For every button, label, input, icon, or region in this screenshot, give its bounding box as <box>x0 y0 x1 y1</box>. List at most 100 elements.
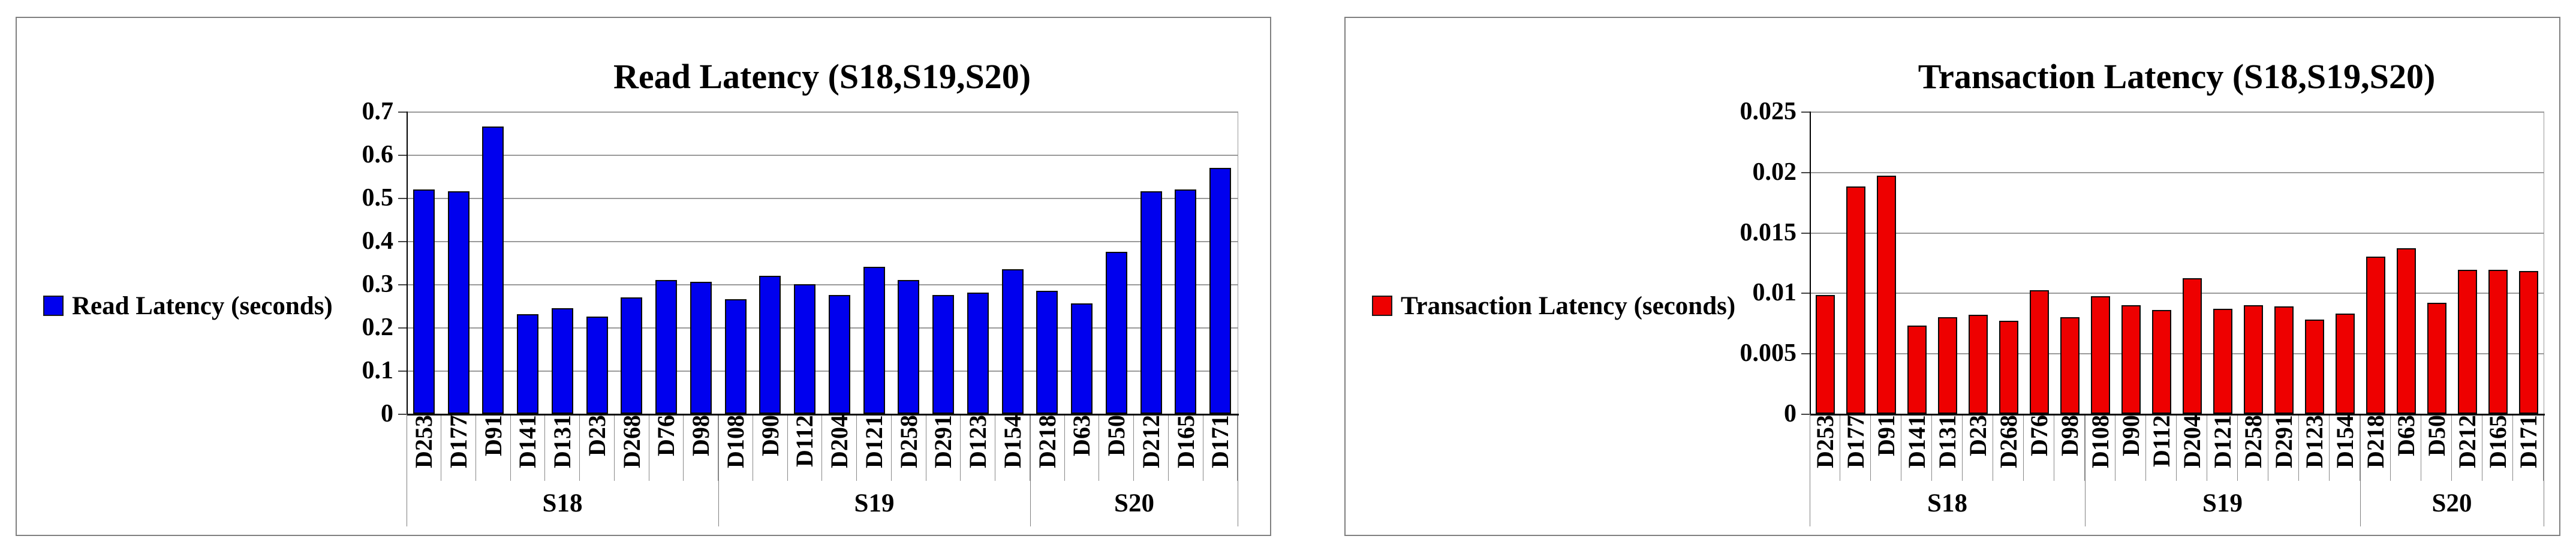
gridline <box>407 155 1238 156</box>
x-category-label: D291 <box>2270 415 2297 468</box>
x-category-label: D108 <box>2086 415 2114 468</box>
x-group-label-S19: S19 <box>854 489 895 517</box>
x-category-label: D63 <box>1068 415 1095 456</box>
chart-title: Transaction Latency (S18,S19,S20) <box>1918 57 2436 96</box>
bar-D268 <box>1999 321 2018 414</box>
gridline <box>407 198 1238 199</box>
bar-D258 <box>898 280 919 414</box>
bar-D141 <box>1907 326 1927 414</box>
bar-D50 <box>2427 303 2446 414</box>
x-category-label: D212 <box>2453 415 2481 468</box>
x-category-cell: D76 <box>649 415 684 481</box>
y-axis-tick <box>398 327 407 329</box>
y-axis-tick <box>398 198 407 199</box>
group-separator-line <box>2360 414 2361 526</box>
x-category-cell: D76 <box>2024 415 2054 481</box>
x-category-cell: D108 <box>718 415 753 481</box>
x-category-label: D112 <box>791 415 818 467</box>
x-category-label: D258 <box>2239 415 2267 468</box>
x-category-cell: D258 <box>892 415 926 481</box>
bar-D154 <box>2336 314 2355 414</box>
bar-D218 <box>2366 257 2385 414</box>
x-category-label: D50 <box>2422 415 2450 456</box>
x-category-label: D131 <box>1933 415 1961 468</box>
x-category-label: D171 <box>1206 415 1233 468</box>
bar-D91 <box>482 127 504 414</box>
x-category-label: D165 <box>1172 415 1199 468</box>
x-category-label: D204 <box>826 415 853 468</box>
x-category-label: D123 <box>964 415 991 468</box>
x-category-cell: D121 <box>857 415 892 481</box>
x-category-cell: D90 <box>2115 415 2146 481</box>
y-tick-label: 0.01 <box>1752 279 1797 306</box>
gridline <box>407 112 1238 113</box>
bar-D112 <box>2152 310 2171 414</box>
x-category-label: D268 <box>1994 415 2022 468</box>
x-category-cell: D91 <box>1871 415 1901 481</box>
x-group-label-S20: S20 <box>1114 489 1154 517</box>
bar-D98 <box>2060 317 2080 414</box>
x-category-label: D63 <box>2392 415 2419 456</box>
read-latency-chart-panel: Read Latency (S18,S19,S20) Read Latency … <box>16 17 1271 536</box>
legend-label: Read Latency (seconds) <box>72 291 333 320</box>
transaction-latency-chart-panel: Transaction Latency (S18,S19,S20) Transa… <box>1344 17 2560 536</box>
x-category-cell: D177 <box>1840 415 1871 481</box>
gridline <box>407 284 1238 285</box>
bar-D63 <box>1071 303 1093 414</box>
x-category-cell: D268 <box>615 415 649 481</box>
x-group-label-S18: S18 <box>542 489 583 517</box>
gridline <box>1810 112 2544 113</box>
x-group-label-S20: S20 <box>2431 489 2472 517</box>
bar-D90 <box>759 276 781 414</box>
bar-D108 <box>725 299 747 414</box>
legend: Read Latency (seconds) <box>43 289 333 323</box>
bar-D98 <box>690 282 712 414</box>
x-category-label: D76 <box>2025 415 2053 456</box>
bar-D131 <box>1938 317 1957 414</box>
y-tick-label: 0.1 <box>362 357 394 384</box>
y-axis-tick <box>398 284 407 285</box>
y-axis-tick <box>398 112 407 113</box>
bar-D258 <box>2244 305 2263 414</box>
x-category-label: D98 <box>687 415 714 456</box>
x-category-cell: D50 <box>1099 415 1134 481</box>
x-category-cell: D90 <box>753 415 788 481</box>
x-category-cell: D268 <box>1993 415 2024 481</box>
x-category-cell: D63 <box>2391 415 2421 481</box>
x-axis-line <box>407 414 1239 416</box>
x-category-label: D91 <box>1872 415 1900 456</box>
group-separator-line <box>1030 414 1031 526</box>
x-category-label: D121 <box>860 415 887 468</box>
y-tick-label: 0.5 <box>362 184 394 212</box>
x-axis-line <box>1810 414 2545 416</box>
x-category-label: D291 <box>929 415 956 468</box>
legend: Transaction Latency (seconds) <box>1372 289 1735 323</box>
bar-D63 <box>2397 248 2416 414</box>
x-category-label: D218 <box>2361 415 2389 468</box>
bar-D165 <box>2488 270 2508 414</box>
legend-swatch-icon <box>1372 296 1392 316</box>
x-category-label: D76 <box>652 415 679 456</box>
x-category-cell: D165 <box>2482 415 2513 481</box>
bar-D76 <box>2030 290 2049 414</box>
bar-D204 <box>829 295 850 414</box>
y-tick-label: 0.005 <box>1740 339 1797 367</box>
x-category-label: D108 <box>722 415 749 468</box>
legend-swatch-icon <box>43 296 64 316</box>
y-axis-tick <box>1801 112 1810 113</box>
gridline <box>407 241 1238 242</box>
y-tick-label: 0 <box>1784 400 1796 427</box>
y-tick-label: 0.4 <box>362 227 394 255</box>
bar-D141 <box>517 314 538 414</box>
x-category-cell: D123 <box>961 415 995 481</box>
x-category-label: D131 <box>549 415 576 468</box>
x-category-label: D50 <box>1103 415 1130 456</box>
y-axis-tick <box>398 155 407 156</box>
bar-D204 <box>2183 278 2202 414</box>
x-category-label: D212 <box>1137 415 1164 468</box>
y-axis-tick <box>1801 293 1810 294</box>
x-category-label: D23 <box>583 415 610 456</box>
y-tick-label: 0.025 <box>1740 98 1797 125</box>
gridline <box>407 371 1238 372</box>
x-category-label: D154 <box>999 415 1026 468</box>
